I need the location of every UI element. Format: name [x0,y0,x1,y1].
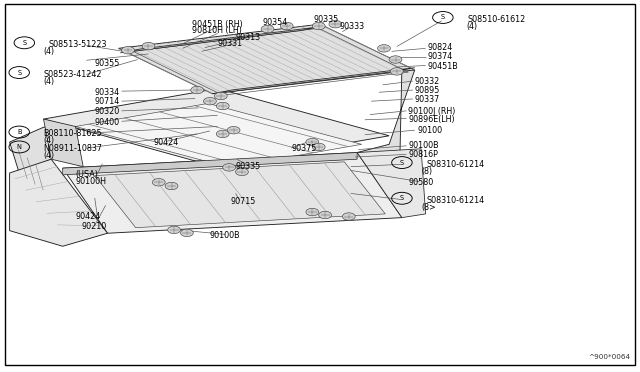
Text: B08110-81625: B08110-81625 [44,129,102,138]
Text: 90715: 90715 [230,197,256,206]
Circle shape [216,102,229,110]
Circle shape [329,20,342,28]
Text: ^900*0064: ^900*0064 [588,354,630,360]
Polygon shape [44,89,389,166]
Polygon shape [76,103,362,167]
Circle shape [223,164,236,171]
Text: (8): (8) [421,167,432,176]
Text: 90451B (RH): 90451B (RH) [192,20,243,29]
Text: 90580: 90580 [408,178,433,187]
Text: B: B [17,129,22,135]
Text: (4): (4) [44,77,54,86]
Text: 90824: 90824 [428,43,452,52]
Circle shape [168,226,180,234]
Circle shape [216,130,229,138]
Text: 90334: 90334 [95,88,120,97]
Circle shape [261,25,274,33]
Text: 90100B: 90100B [210,231,241,240]
Text: 90714: 90714 [95,97,120,106]
Text: S: S [17,70,21,76]
Circle shape [319,211,332,219]
Text: 90331: 90331 [218,39,243,48]
Circle shape [227,126,240,134]
Circle shape [236,168,248,176]
Text: S: S [400,195,404,201]
Polygon shape [118,24,415,94]
Polygon shape [10,159,108,246]
Text: 90337: 90337 [415,95,440,104]
Polygon shape [10,126,76,173]
Text: 90895: 90895 [415,86,440,94]
Polygon shape [44,119,83,167]
Circle shape [342,213,355,220]
Text: 90335: 90335 [236,162,260,171]
Circle shape [142,42,155,50]
Circle shape [180,229,193,237]
Polygon shape [63,153,357,175]
Text: N08911-10837: N08911-10837 [44,144,102,153]
Circle shape [191,86,204,94]
Polygon shape [357,149,426,218]
Text: (8>: (8> [421,203,436,212]
Text: S: S [400,160,404,166]
Text: 90816P: 90816P [408,150,438,159]
Text: 90100H: 90100H [76,177,106,186]
Text: S08513-51223: S08513-51223 [49,40,107,49]
Text: N: N [17,144,22,150]
Polygon shape [212,68,415,94]
Text: 90100: 90100 [417,126,442,135]
Text: 90320: 90320 [95,107,120,116]
Circle shape [214,92,227,100]
Text: S: S [22,40,26,46]
Text: 90810H (LH): 90810H (LH) [192,26,242,35]
Text: S08310-61214: S08310-61214 [426,196,484,205]
Text: 90210: 90210 [82,222,107,231]
Circle shape [152,179,165,186]
Text: S08510-61612: S08510-61612 [467,15,525,24]
Circle shape [280,22,293,30]
Text: 90451B: 90451B [428,62,458,71]
Circle shape [165,182,178,190]
Text: (4): (4) [466,22,477,31]
Text: 90333: 90333 [339,22,364,31]
Text: 90100B: 90100B [408,141,439,150]
Text: S08523-41242: S08523-41242 [44,70,102,79]
Text: 90354: 90354 [262,18,287,27]
Circle shape [122,46,134,54]
Circle shape [312,143,325,151]
Text: 90896E(LH): 90896E(LH) [408,115,455,124]
Text: 90424: 90424 [76,212,100,221]
Text: 90375: 90375 [291,144,317,153]
Polygon shape [63,153,402,233]
Text: (USA): (USA) [76,170,99,179]
Text: S: S [441,15,445,20]
Circle shape [312,22,325,30]
Circle shape [389,56,402,63]
Circle shape [390,68,403,75]
Text: 90313: 90313 [236,33,260,42]
Polygon shape [357,67,415,153]
Text: (4): (4) [44,136,54,145]
Text: 90400: 90400 [95,118,120,126]
Text: 90335: 90335 [314,15,339,24]
Circle shape [306,138,319,146]
Text: (4): (4) [44,47,54,56]
Text: (4): (4) [44,151,54,160]
Polygon shape [95,162,385,228]
Text: 90355: 90355 [95,59,120,68]
Circle shape [378,45,390,52]
Text: S08310-61214: S08310-61214 [426,160,484,169]
Circle shape [204,97,216,105]
Text: 90374: 90374 [428,52,452,61]
Polygon shape [120,27,320,53]
Circle shape [306,208,319,216]
Text: 90424: 90424 [154,138,179,147]
Text: 90100J (RH): 90100J (RH) [408,107,456,116]
Text: 90332: 90332 [415,77,440,86]
